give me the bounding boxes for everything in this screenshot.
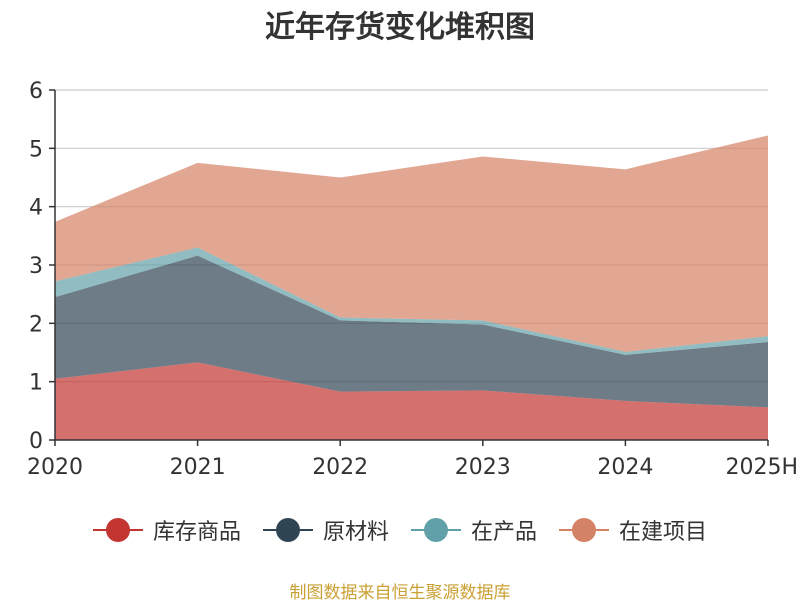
x-tick-label: 2022 [312,455,368,480]
area-series-3 [55,135,768,352]
legend-item-3[interactable]: 在建项目 [559,514,707,546]
legend-item-1[interactable]: 原材料 [262,514,389,546]
y-tick-label: 2 [29,312,43,337]
y-tick-label: 3 [29,254,43,279]
legend-item-0[interactable]: 库存商品 [92,514,241,546]
legend-swatch [92,517,143,543]
y-tick-label: 0 [29,429,43,454]
chart-title: 近年存货变化堆积图 [265,10,535,45]
legend-swatch [262,517,313,543]
x-tick-label: 2021 [170,455,226,480]
legend-swatch [411,517,461,543]
y-tick-label: 6 [29,79,43,104]
area-series-2 [55,247,768,355]
legend-label: 在建项目 [619,520,708,545]
legend-item-2[interactable]: 在产品 [411,514,537,546]
legend-label: 在产品 [471,520,538,545]
y-tick-label: 5 [29,137,43,162]
area-series-0 [55,362,768,440]
x-tick-label: 2023 [455,455,511,480]
area-series-1 [55,255,768,408]
legend-label: 库存商品 [152,520,241,545]
y-tick-label: 1 [29,371,43,396]
x-tick-label: 2025H [725,455,798,480]
source-note: 制图数据来自恒生聚源数据库 [289,583,511,603]
x-tick-label: 2020 [27,455,83,480]
legend-swatch [559,517,610,543]
legend: 库存商品 原材料 在产品 在建项目 [0,514,800,546]
y-tick-label: 4 [29,196,43,221]
legend-label: 原材料 [322,520,389,545]
x-tick-label: 2024 [597,455,653,480]
